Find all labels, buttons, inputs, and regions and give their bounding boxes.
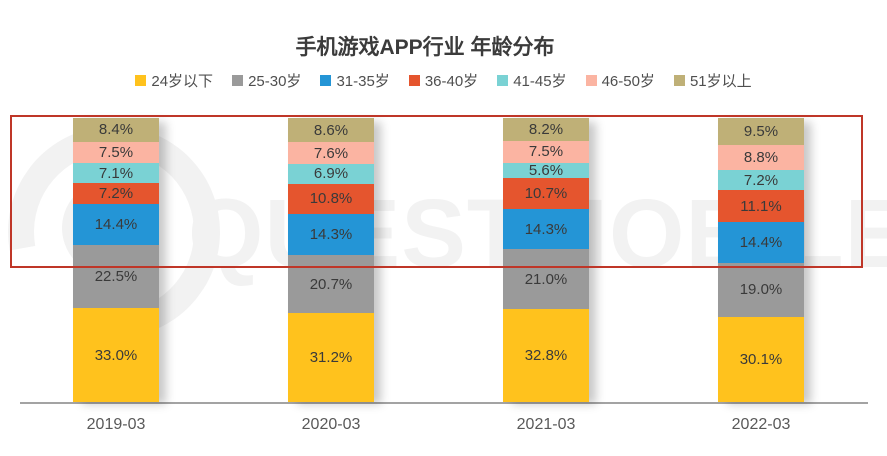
segment-value-label: 32.8% xyxy=(524,346,568,364)
segment-2022-03-25-30岁: 19.0% xyxy=(718,262,804,317)
legend-label: 46-50岁 xyxy=(601,73,655,90)
segment-2021-03-51岁以上: 8.2% xyxy=(503,118,589,142)
legend-item-1: 25-30岁 xyxy=(232,70,301,91)
legend-swatch-icon xyxy=(585,75,597,86)
segment-value-label: 7.5% xyxy=(98,143,134,161)
segment-2022-03-41-45岁: 7.2% xyxy=(718,169,804,191)
legend-label: 51岁以上 xyxy=(689,73,752,90)
x-axis-label-2021-03: 2021-03 xyxy=(516,416,576,433)
segment-2021-03-24岁以下: 32.8% xyxy=(503,308,589,402)
segment-2020-03-51岁以上: 8.6% xyxy=(288,118,374,143)
legend-item-2: 31-35岁 xyxy=(320,70,390,91)
segment-value-label: 14.4% xyxy=(739,233,783,251)
segment-value-label: 14.4% xyxy=(94,215,138,233)
segment-value-label: 7.1% xyxy=(98,164,134,182)
legend: 24岁以下 25-30岁 31-35岁 36-40岁 41-45岁 46-50岁 51岁以上 xyxy=(0,70,887,91)
segment-value-label: 8.6% xyxy=(313,121,349,139)
segment-2019-03-24岁以下: 33.0% xyxy=(73,308,159,402)
segment-value-label: 8.8% xyxy=(743,148,779,166)
legend-label: 31-35岁 xyxy=(336,73,390,90)
segment-2021-03-25-30岁: 21.0% xyxy=(503,249,589,309)
segment-2021-03-41-45岁: 5.6% xyxy=(503,161,589,179)
segment-2019-03-36-40岁: 7.2% xyxy=(73,183,159,204)
segment-value-label: 8.2% xyxy=(528,121,564,139)
x-axis-label-2019-03: 2019-03 xyxy=(86,416,146,433)
bar-2020-03: 8.6% 7.6% 6.9% 10.8% 14.3% 20.7% 31.2% xyxy=(288,118,374,402)
legend-item-0: 24岁以下 xyxy=(135,70,213,91)
legend-swatch-icon xyxy=(673,75,685,86)
segment-value-label: 7.6% xyxy=(313,144,349,162)
segment-value-label: 14.3% xyxy=(524,220,568,238)
bar-2019-03: 8.4% 7.5% 7.1% 7.2% 14.4% 22.5% 33.0% xyxy=(73,118,159,402)
segment-2019-03-41-45岁: 7.1% xyxy=(73,163,159,184)
segment-2022-03-51岁以上: 9.5% xyxy=(718,118,804,145)
legend-swatch-icon xyxy=(497,75,509,86)
x-axis-line xyxy=(20,402,868,404)
legend-item-3: 36-40岁 xyxy=(408,70,479,91)
segment-value-label: 30.1% xyxy=(739,350,783,368)
segment-2022-03-46-50岁: 8.8% xyxy=(718,144,804,170)
segment-value-label: 6.9% xyxy=(313,165,349,183)
segment-2020-03-31-35岁: 14.3% xyxy=(288,214,374,255)
segment-value-label: 7.2% xyxy=(98,184,134,202)
segment-value-label: 8.4% xyxy=(98,121,134,139)
segment-2020-03-25-30岁: 20.7% xyxy=(288,254,374,314)
legend-label: 41-45岁 xyxy=(513,73,567,90)
segment-value-label: 11.1% xyxy=(740,197,782,215)
legend-label: 25-30岁 xyxy=(248,73,302,90)
legend-label: 24岁以下 xyxy=(151,73,214,90)
segment-value-label: 20.7% xyxy=(309,275,353,293)
bar-2022-03: 9.5% 8.8% 7.2% 11.1% 14.4% 19.0% 30.1% xyxy=(718,118,804,402)
chart-title: 手机游戏APP行业 年龄分布 xyxy=(295,36,555,59)
segment-value-label: 7.5% xyxy=(528,143,564,161)
segment-2022-03-24岁以下: 30.1% xyxy=(718,316,804,402)
segment-2020-03-46-50岁: 7.6% xyxy=(288,142,374,164)
legend-swatch-icon xyxy=(320,75,332,86)
segment-value-label: 14.3% xyxy=(309,225,353,243)
legend-swatch-icon xyxy=(135,75,147,86)
segment-value-label: 10.7% xyxy=(524,185,568,203)
segment-value-label: 22.5% xyxy=(94,267,138,285)
legend-swatch-icon xyxy=(232,75,244,86)
legend-swatch-icon xyxy=(408,75,420,86)
x-axis-label-2020-03: 2020-03 xyxy=(301,416,361,433)
segment-2021-03-36-40岁: 10.7% xyxy=(503,178,589,209)
segment-2019-03-46-50岁: 7.5% xyxy=(73,141,159,164)
segment-value-label: 7.2% xyxy=(743,171,779,189)
segment-2019-03-25-30岁: 22.5% xyxy=(73,244,159,309)
segment-value-label: 5.6% xyxy=(528,161,564,179)
legend-label: 36-40岁 xyxy=(424,73,479,90)
segment-2019-03-51岁以上: 8.4% xyxy=(73,118,159,142)
segment-2021-03-46-50岁: 7.5% xyxy=(503,141,589,163)
legend-item-4: 41-45岁 xyxy=(497,70,567,91)
segment-2020-03-41-45岁: 6.9% xyxy=(288,163,374,184)
segment-value-label: 9.5% xyxy=(743,122,779,140)
x-axis-label-2022-03: 2022-03 xyxy=(731,416,791,433)
segment-2022-03-31-35岁: 14.4% xyxy=(718,221,804,263)
segment-value-label: 33.0% xyxy=(94,346,138,364)
segment-value-label: 19.0% xyxy=(739,281,783,299)
segment-value-label: 31.2% xyxy=(309,349,353,367)
segment-value-label: 10.8% xyxy=(309,190,353,208)
segment-2021-03-31-35岁: 14.3% xyxy=(503,208,589,250)
legend-item-5: 46-50岁 xyxy=(585,70,655,91)
segment-value-label: 21.0% xyxy=(524,270,568,288)
segment-2019-03-31-35岁: 14.4% xyxy=(73,203,159,245)
legend-item-6: 51岁以上 xyxy=(673,70,752,91)
segment-2022-03-36-40岁: 11.1% xyxy=(718,190,804,222)
segment-2020-03-36-40岁: 10.8% xyxy=(288,183,374,215)
segment-2020-03-24岁以下: 31.2% xyxy=(288,313,374,402)
bar-2021-03: 8.2% 7.5% 5.6% 10.7% 14.3% 21.0% 32.8% xyxy=(503,118,589,402)
